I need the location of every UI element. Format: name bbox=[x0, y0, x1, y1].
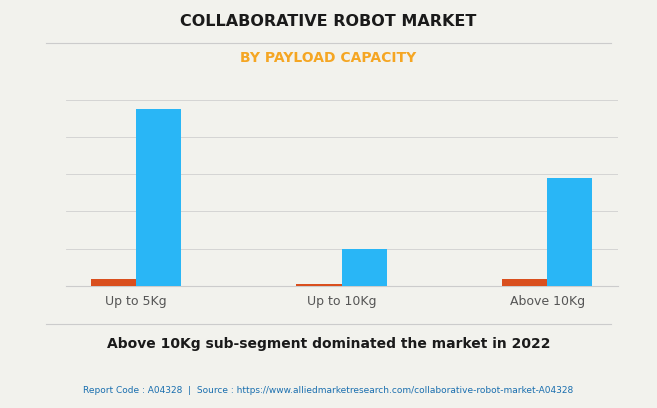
Bar bbox=[91, 279, 136, 286]
Text: Report Code : A04328  |  Source : https://www.alliedmarketresearch.com/collabora: Report Code : A04328 | Source : https://… bbox=[83, 386, 574, 395]
Bar bbox=[136, 109, 181, 286]
Bar bbox=[502, 279, 547, 286]
Text: Above 10Kg sub-segment dominated the market in 2022: Above 10Kg sub-segment dominated the mar… bbox=[106, 337, 551, 350]
Bar bbox=[342, 248, 387, 286]
Bar bbox=[296, 284, 342, 286]
Text: BY PAYLOAD CAPACITY: BY PAYLOAD CAPACITY bbox=[240, 51, 417, 65]
Bar bbox=[547, 178, 593, 286]
Legend: 2022, 2032: 2022, 2032 bbox=[266, 0, 417, 5]
Text: COLLABORATIVE ROBOT MARKET: COLLABORATIVE ROBOT MARKET bbox=[180, 14, 477, 29]
